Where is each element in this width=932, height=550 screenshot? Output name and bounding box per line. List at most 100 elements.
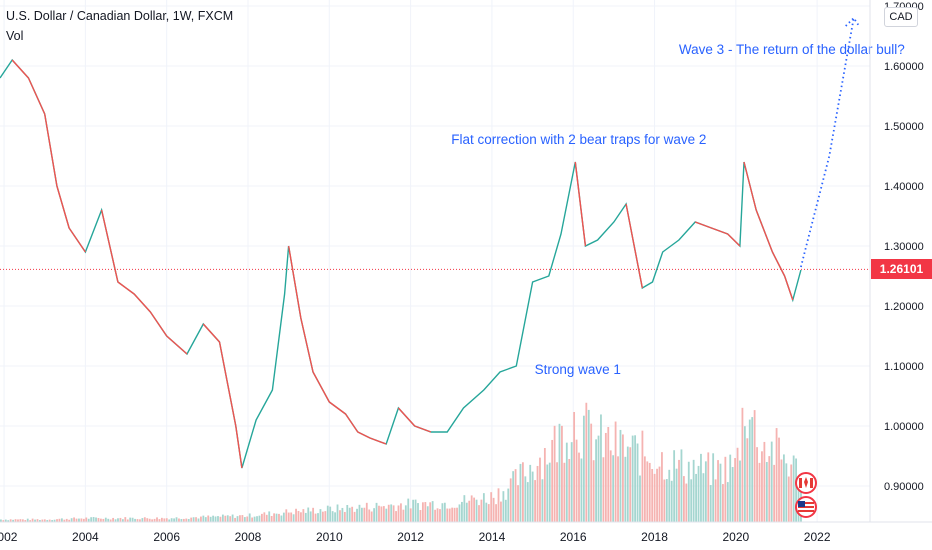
volume-bar (704, 461, 707, 522)
volume-bar (173, 518, 175, 522)
volume-bar (509, 478, 512, 522)
volume-bar (543, 448, 546, 522)
time-tick-label: 2020 (722, 530, 749, 544)
falling-segment (414, 425, 432, 433)
volume-bar (256, 516, 258, 522)
volume-bar (36, 519, 39, 522)
volume-bar (156, 517, 158, 522)
volume-bar (414, 499, 417, 522)
volume-bar (636, 443, 639, 522)
time-tick-label: 2006 (153, 530, 180, 544)
volume-bar (185, 518, 188, 522)
volume-bar (507, 488, 510, 522)
volume-bar (251, 517, 254, 522)
volume-bar (31, 518, 34, 522)
volume-bar (97, 518, 100, 522)
projection-arrowhead (845, 16, 861, 28)
volume-bar (26, 518, 29, 522)
volume-bar (373, 508, 376, 522)
volume-bar (312, 507, 315, 522)
volume-bar (495, 504, 497, 522)
volume-bar (117, 518, 119, 522)
volume-bar (731, 467, 734, 522)
volume-bar (573, 412, 576, 522)
volume-bar (207, 515, 210, 522)
volume-bar (78, 518, 80, 522)
volume-bar (431, 501, 434, 522)
volume-bar (331, 511, 334, 522)
volume-bar (446, 508, 449, 522)
volume-bar (687, 461, 690, 522)
volume-bar (70, 518, 73, 522)
volume-bar (131, 517, 134, 522)
volume-bar (158, 519, 161, 522)
falling-segment (369, 437, 387, 445)
volume-bar (617, 456, 619, 522)
volume-bar (551, 439, 554, 522)
volume-bar (361, 507, 363, 522)
volume-bar (600, 414, 602, 522)
volume-bar (290, 512, 293, 522)
volume-bar (19, 519, 22, 522)
volume-bar (287, 512, 290, 522)
volume-bar (87, 518, 90, 522)
volume-bar (717, 460, 719, 522)
volume-bar (465, 502, 468, 522)
volume-bar (341, 507, 344, 522)
volume-bar (7, 520, 10, 522)
time-tick-label: 2010 (316, 530, 343, 544)
volume-bar (380, 506, 383, 522)
falling-segment (755, 209, 774, 253)
falling-segment (397, 407, 416, 427)
volume-bar (17, 519, 19, 522)
annotation-text: Strong wave 1 (535, 362, 621, 377)
volume-bar (48, 519, 51, 522)
volume-bar (175, 517, 178, 522)
volume-bar (456, 507, 458, 522)
time-axis[interactable]: 2002 2004 2006 2008 2010 2012 2014 2016 2018 2020… (0, 530, 831, 544)
volume-bar (217, 516, 219, 522)
annotation-text: Wave 3 - The return of the dollar bull? (679, 42, 905, 57)
volume-bar (429, 502, 432, 522)
volume-bar (390, 504, 393, 522)
volume-bar (563, 462, 566, 522)
volume-bar (197, 518, 200, 522)
volume-bar (258, 515, 261, 522)
price-tick-label: 1.60000 (884, 61, 924, 73)
volume-bar (124, 517, 127, 522)
volume-bar (436, 508, 439, 522)
canada-flag-icon[interactable] (795, 472, 817, 494)
volume-bar (426, 506, 429, 522)
falling-segment (771, 251, 786, 277)
time-tick-label: 2016 (560, 530, 587, 544)
volume-bar (273, 513, 275, 522)
volume-bar (575, 439, 578, 522)
currency-badge[interactable]: CAD (884, 7, 918, 27)
volume-bar (309, 511, 312, 522)
volume-bar (261, 513, 263, 522)
volume-bar (336, 504, 339, 522)
annotation-text: Flat correction with 2 bear traps for wa… (451, 132, 706, 147)
volume-bar (192, 517, 195, 522)
volume-bar (556, 462, 558, 522)
volume-bar (531, 471, 534, 522)
volume-bar (243, 517, 246, 522)
volume-bar (541, 479, 544, 522)
us-flag-icon[interactable] (795, 496, 817, 518)
volume-bar (673, 450, 676, 522)
volume-bar (170, 518, 173, 522)
volume-bar (148, 518, 151, 522)
falling-segment (287, 245, 302, 319)
volume-bar (129, 517, 132, 522)
time-tick-label: 2008 (235, 530, 262, 544)
time-tick-label: 2018 (641, 530, 668, 544)
volume-bar (468, 500, 471, 522)
volume-bar (200, 516, 202, 522)
volume-bar (268, 511, 271, 522)
volume-bar (314, 513, 317, 522)
volume-bar (517, 485, 519, 522)
volume-bar (114, 519, 117, 522)
price-axis[interactable]: 1.700001.600001.500001.400001.300001.200… (884, 1, 924, 493)
volume-bar (53, 519, 56, 522)
